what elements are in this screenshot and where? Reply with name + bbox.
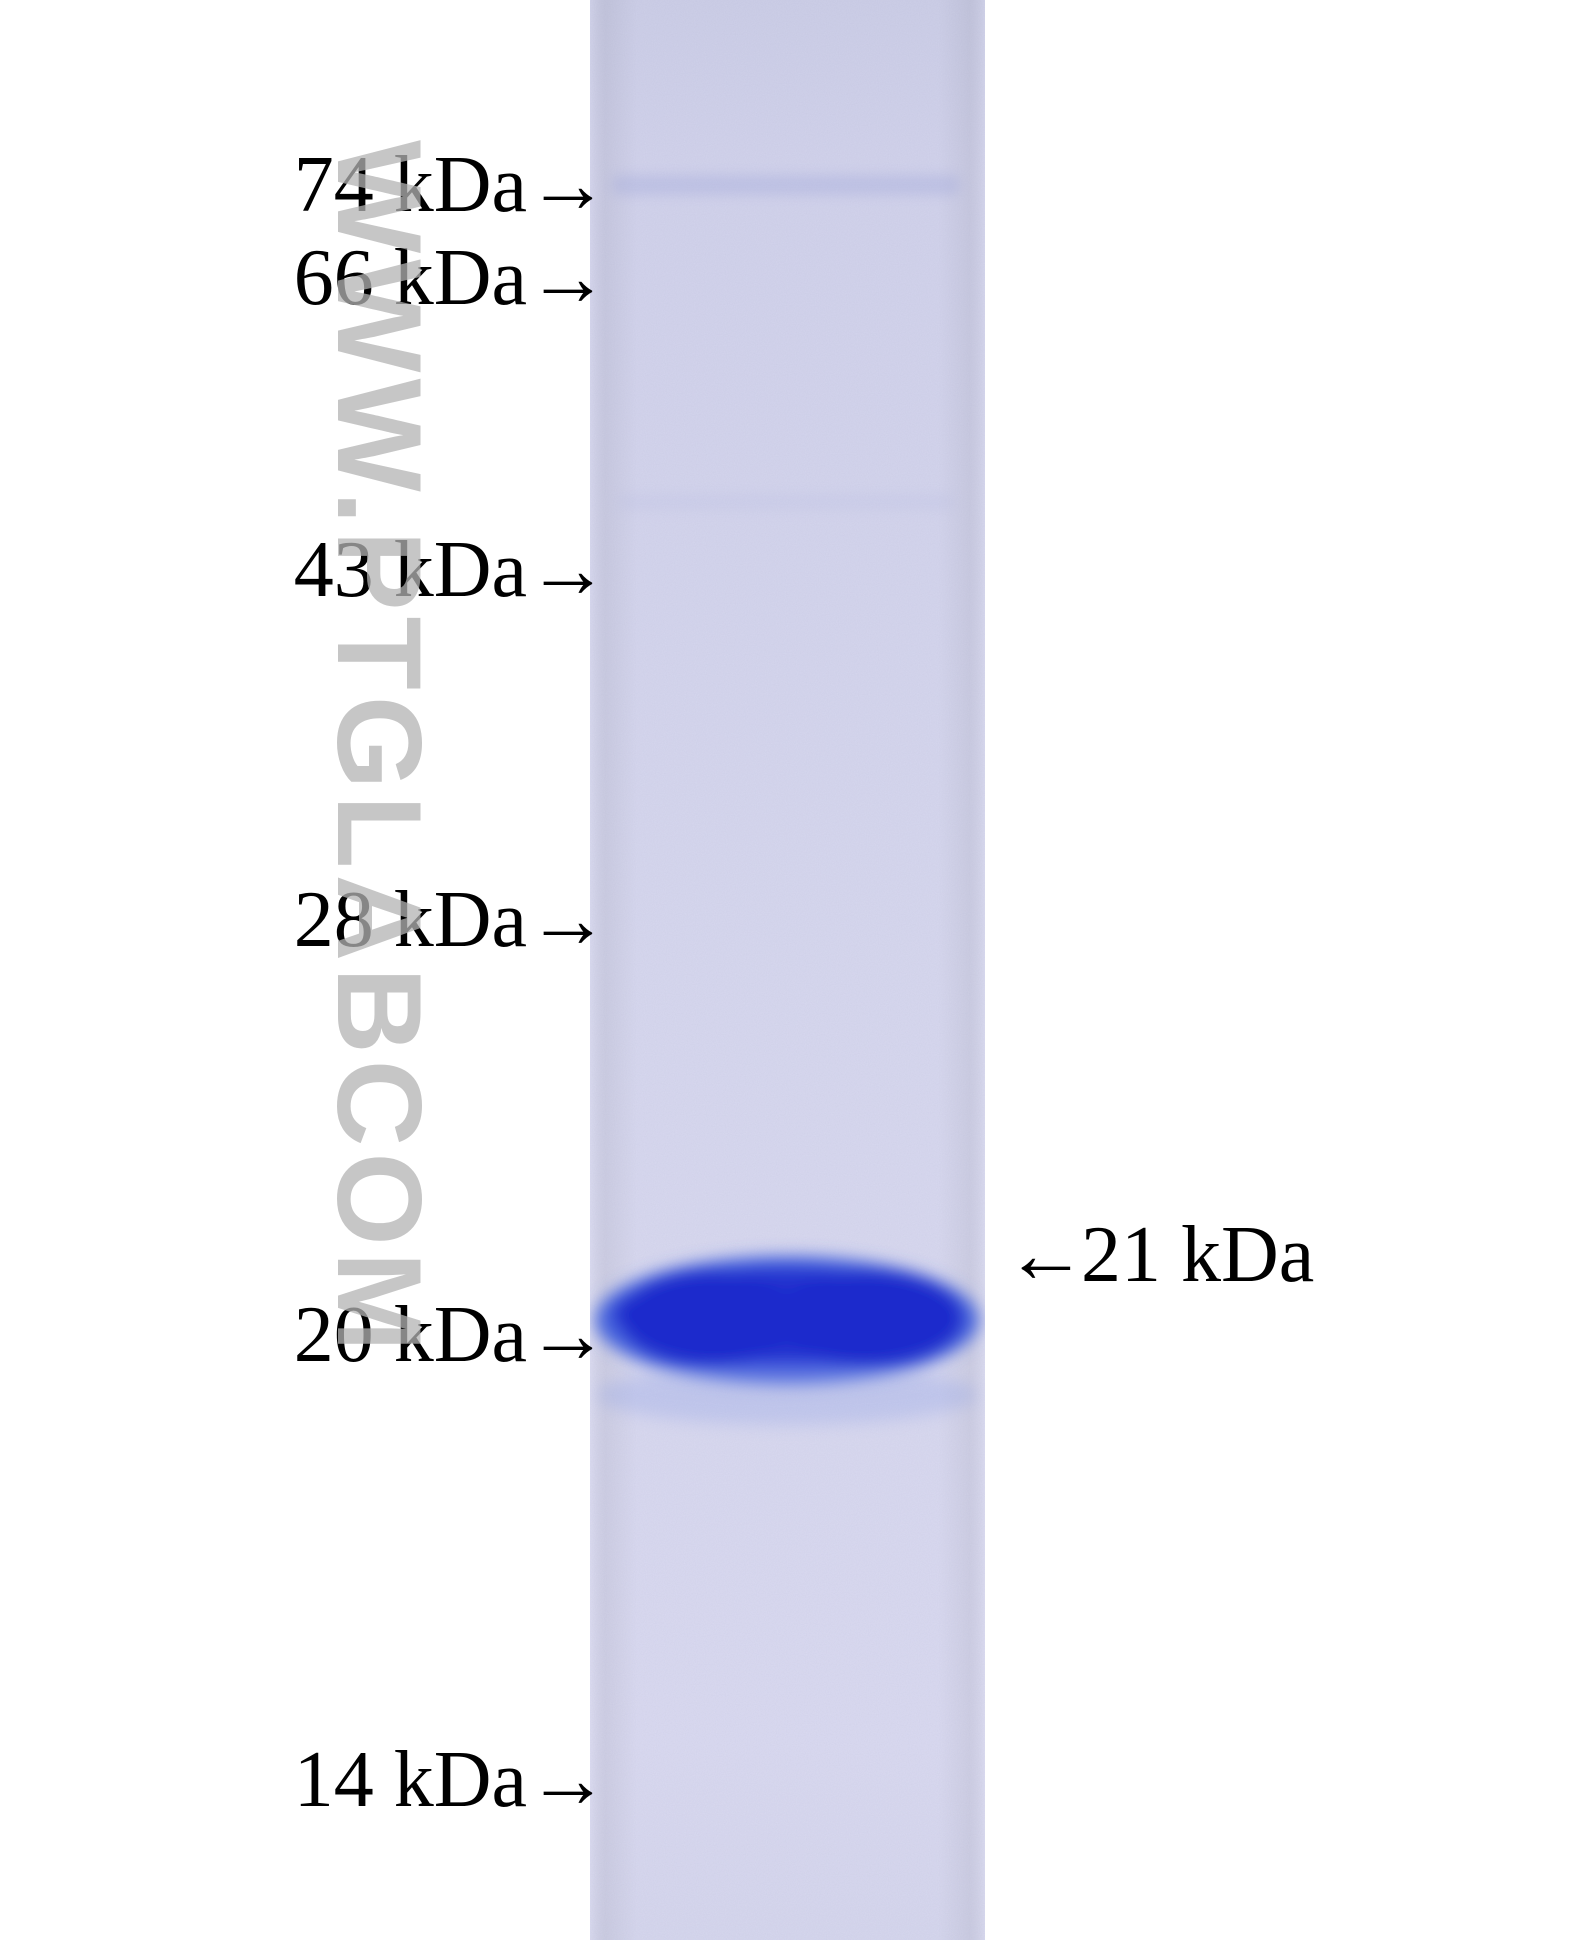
marker-label-text: 20 kDa — [294, 1290, 527, 1381]
marker-label-text: 66 kDa — [294, 233, 527, 324]
arrow-left-icon: ← — [1005, 1208, 1063, 1302]
marker-28kda: 28 kDa → — [294, 875, 585, 965]
marker-label-text: 43 kDa — [294, 525, 527, 616]
result-21kda: ← 21 kDa — [1005, 1210, 1314, 1300]
arrow-right-icon: → — [527, 138, 585, 232]
arrow-right-icon: → — [527, 231, 585, 325]
arrow-right-icon: → — [527, 1288, 585, 1382]
gel-image-container: WWW.PTGLABCOM 74 kDa → 66 kDa → 43 kDa →… — [0, 0, 1585, 1940]
marker-43kda: 43 kDa → — [294, 525, 585, 615]
result-label-text: 21 kDa — [1081, 1210, 1314, 1301]
arrow-right-icon: → — [527, 1733, 585, 1827]
arrow-right-icon: → — [527, 523, 585, 617]
marker-label-text: 14 kDa — [294, 1735, 527, 1826]
gel-lane — [590, 0, 985, 1940]
marker-14kda: 14 kDa → — [294, 1735, 585, 1825]
marker-20kda: 20 kDa → — [294, 1290, 585, 1380]
marker-label-text: 74 kDa — [294, 140, 527, 231]
marker-66kda: 66 kDa → — [294, 233, 585, 323]
marker-label-text: 28 kDa — [294, 875, 527, 966]
arrow-right-icon: → — [527, 873, 585, 967]
marker-74kda: 74 kDa → — [294, 140, 585, 230]
